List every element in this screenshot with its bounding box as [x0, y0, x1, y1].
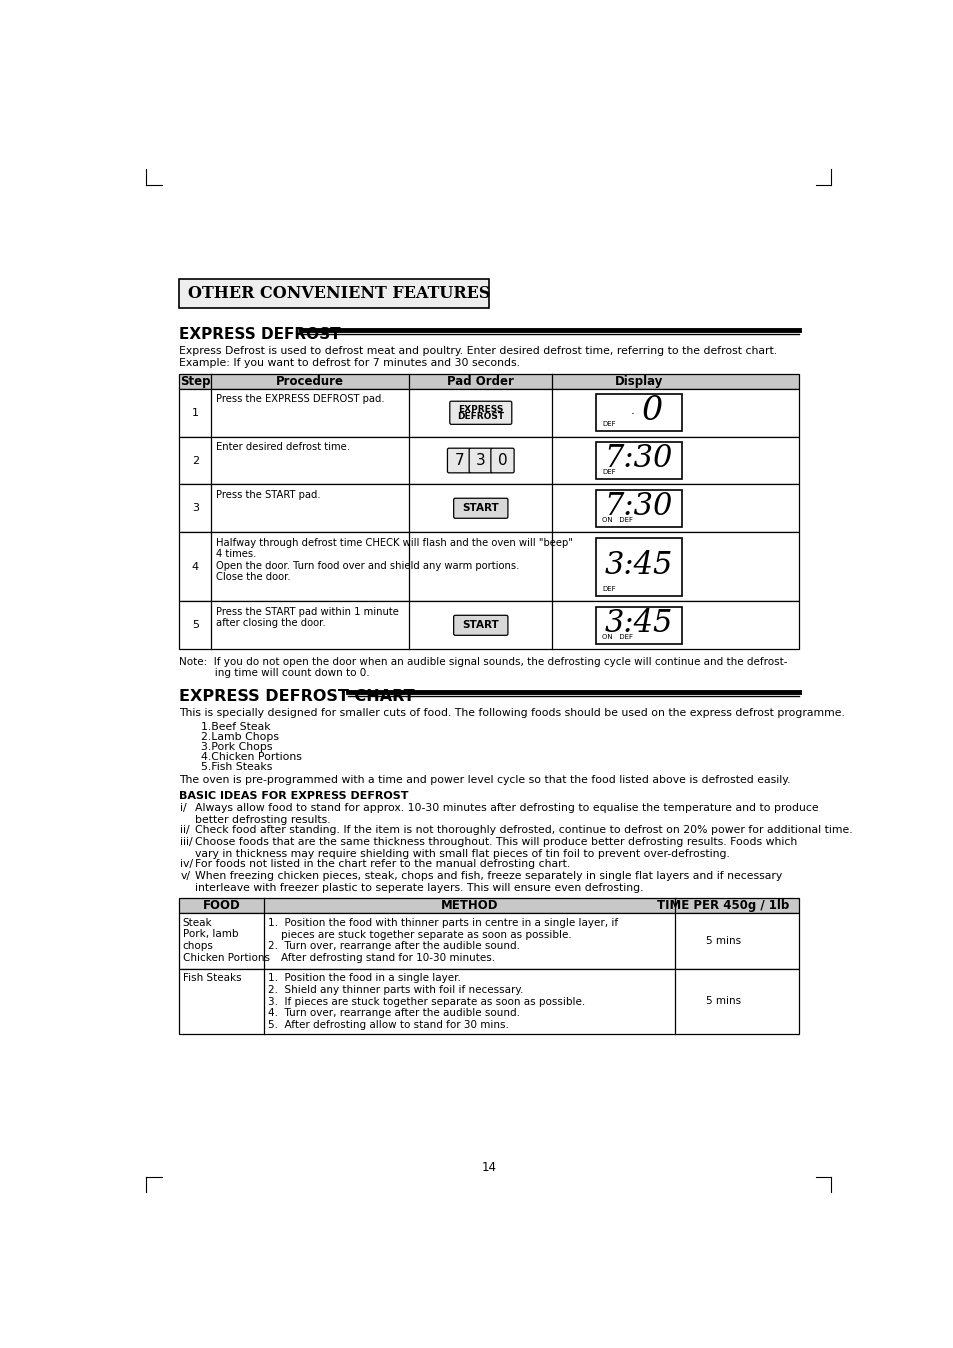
FancyBboxPatch shape [447, 448, 470, 473]
Text: Choose foods that are the same thickness throughout. This will produce better de: Choose foods that are the same thickness… [195, 837, 797, 859]
Bar [179, 969, 798, 1034]
Text: 1.  Position the food in a single layer.
2.  Shield any thinner parts with foil : 1. Position the food in a single layer. … [268, 973, 585, 1030]
Text: Example: If you want to defrost for 7 minutes and 30 seconds.: Example: If you want to defrost for 7 mi… [179, 359, 519, 368]
Text: 7:30: 7:30 [604, 443, 673, 474]
Text: Check food after standing. If the item is not thoroughly defrosted, continue to : Check food after standing. If the item i… [195, 825, 852, 834]
Bar [596, 489, 680, 527]
Text: EXPRESS DEFROST: EXPRESS DEFROST [179, 328, 340, 342]
Text: iv/: iv/ [180, 859, 193, 868]
Text: i/: i/ [180, 803, 187, 813]
Text: 5: 5 [192, 620, 198, 631]
Bar [179, 390, 798, 437]
Text: iii/: iii/ [180, 837, 193, 847]
Text: 5 mins: 5 mins [705, 996, 740, 1007]
Bar [596, 607, 680, 644]
Text: EXPRESS DEFROST CHART: EXPRESS DEFROST CHART [179, 689, 415, 704]
Text: 7: 7 [454, 453, 463, 468]
Bar [179, 437, 798, 484]
Bar [179, 532, 798, 601]
Text: TIME PER 450g / 1lb: TIME PER 450g / 1lb [657, 899, 789, 913]
Text: This is specially designed for smaller cuts of food. The following foods should : This is specially designed for smaller c… [179, 709, 844, 718]
Text: 14: 14 [481, 1161, 496, 1174]
Text: Always allow food to stand for approx. 10-30 minutes after defrosting to equalis: Always allow food to stand for approx. 1… [195, 803, 818, 825]
Text: EXPRESS: EXPRESS [457, 406, 503, 414]
Text: 3:45: 3:45 [604, 550, 673, 581]
Text: DEF: DEF [602, 422, 616, 427]
Text: ON   DEF: ON DEF [602, 516, 633, 523]
Text: 2.Lamb Chops: 2.Lamb Chops [200, 732, 278, 741]
Text: START: START [462, 503, 498, 514]
Text: 4: 4 [192, 562, 198, 572]
Text: 3:45: 3:45 [604, 608, 673, 639]
Text: 4.Chicken Portions: 4.Chicken Portions [200, 752, 301, 762]
Text: When freezing chicken pieces, steak, chops and fish, freeze separately in single: When freezing chicken pieces, steak, cho… [195, 871, 781, 892]
Bar [179, 914, 798, 969]
Text: 0: 0 [641, 395, 662, 427]
Text: 3: 3 [476, 453, 485, 468]
Bar [596, 538, 680, 596]
Text: 2: 2 [192, 456, 198, 465]
Text: Express Defrost is used to defrost meat and poultry. Enter desired defrost time,: Express Defrost is used to defrost meat … [179, 346, 777, 356]
Text: BASIC IDEAS FOR EXPRESS DEFROST: BASIC IDEAS FOR EXPRESS DEFROST [179, 791, 408, 801]
Text: Halfway through defrost time CHECK will flash and the oven will "beep"
4 times.
: Halfway through defrost time CHECK will … [216, 538, 573, 582]
Text: OTHER CONVENIENT FEATURES: OTHER CONVENIENT FEATURES [188, 284, 490, 302]
Bar [179, 373, 798, 390]
Text: 5 mins: 5 mins [705, 936, 740, 946]
Bar [179, 898, 798, 914]
Text: Fish Steaks: Fish Steaks [183, 973, 241, 983]
Text: 1.  Position the food with thinner parts in centre in a single layer, if
    pie: 1. Position the food with thinner parts … [268, 918, 618, 962]
Text: Procedure: Procedure [276, 375, 344, 388]
Text: ON   DEF: ON DEF [602, 634, 633, 640]
Text: Steak
Pork, lamb
chops
Chicken Portions: Steak Pork, lamb chops Chicken Portions [183, 918, 270, 962]
Text: The oven is pre-programmed with a time and power level cycle so that the food li: The oven is pre-programmed with a time a… [179, 775, 790, 786]
FancyBboxPatch shape [491, 448, 514, 473]
Text: 3.Pork Chops: 3.Pork Chops [200, 741, 272, 752]
Bar [596, 395, 680, 431]
Text: DEF: DEF [602, 586, 616, 592]
Text: Display: Display [614, 375, 662, 388]
Text: 3: 3 [192, 503, 198, 514]
Text: .: . [630, 404, 634, 417]
FancyBboxPatch shape [449, 402, 511, 425]
Text: Note:  If you do not open the door when an audible signal sounds, the defrosting: Note: If you do not open the door when a… [179, 656, 786, 678]
FancyBboxPatch shape [454, 499, 507, 518]
Bar [179, 484, 798, 532]
Text: For foods not listed in the chart refer to the manual defrosting chart.: For foods not listed in the chart refer … [195, 859, 570, 868]
Text: START: START [462, 620, 498, 631]
Text: 1: 1 [192, 408, 198, 418]
Text: Pad Order: Pad Order [447, 375, 514, 388]
Text: METHOD: METHOD [440, 899, 497, 913]
Bar [179, 601, 798, 650]
Text: FOOD: FOOD [202, 899, 240, 913]
Bar [596, 442, 680, 479]
Text: v/: v/ [180, 871, 191, 882]
Text: 0: 0 [497, 453, 507, 468]
Text: Enter desired defrost time.: Enter desired defrost time. [216, 442, 350, 452]
Text: DEF: DEF [602, 469, 616, 474]
FancyBboxPatch shape [454, 615, 507, 635]
Bar [179, 279, 488, 309]
Text: 7:30: 7:30 [604, 491, 673, 522]
Text: Press the EXPRESS DEFROST pad.: Press the EXPRESS DEFROST pad. [216, 395, 384, 404]
Text: DEFROST: DEFROST [456, 412, 504, 421]
FancyBboxPatch shape [469, 448, 492, 473]
Text: ii/: ii/ [180, 825, 190, 834]
Text: 1.Beef Steak: 1.Beef Steak [200, 721, 270, 732]
Text: Press the START pad within 1 minute
after closing the door.: Press the START pad within 1 minute afte… [216, 607, 398, 628]
Text: Press the START pad.: Press the START pad. [216, 489, 320, 500]
Text: Step: Step [180, 375, 211, 388]
Text: 5.Fish Steaks: 5.Fish Steaks [200, 762, 272, 771]
